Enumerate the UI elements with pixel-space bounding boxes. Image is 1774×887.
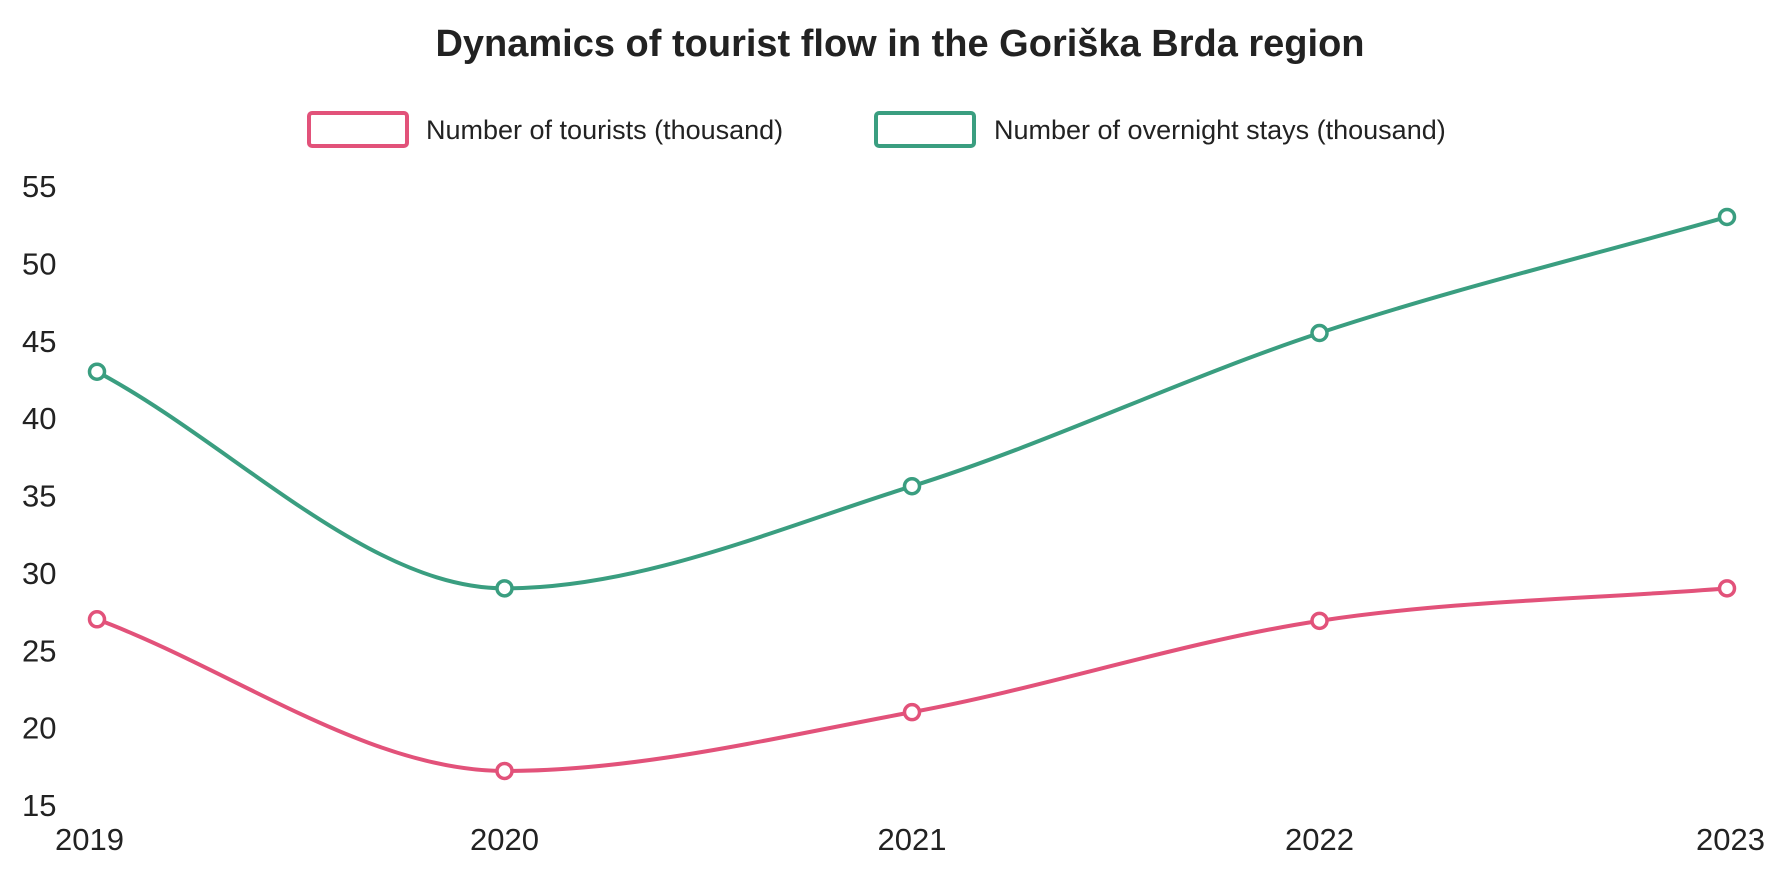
y-tick-label: 35 [22,479,56,514]
data-point-series-1 [902,702,922,722]
data-point-series-2 [87,362,107,381]
legend-label-1: Number of tourists (thousand) [426,115,783,145]
y-tick-label: 30 [22,556,56,591]
y-tick-label: 15 [22,788,56,823]
legend-label-2: Number of overnight stays (thousand) [994,115,1446,145]
y-tick-label: 25 [22,633,56,668]
x-tick-label: 2019 [55,822,124,857]
y-tick-label: 40 [22,401,56,436]
y-tick-label: 50 [22,246,56,281]
y-tick-label: 55 [22,169,56,204]
x-tick-label: 2020 [470,822,539,857]
data-point-series-1 [87,610,107,629]
data-point-series-1 [1310,611,1329,631]
data-point-series-2 [1310,323,1329,343]
x-axis-ticks: 2019 2020 2021 2022 2023 [55,822,1765,857]
series-line-1 [95,586,1729,773]
series-points [87,207,1737,781]
legend: Number of tourists (thousand) Number of o… [307,111,1446,148]
x-tick-label: 2021 [878,822,947,857]
data-point-series-1 [1717,579,1737,598]
y-tick-label: 20 [22,711,56,746]
legend-swatch-2 [874,111,976,148]
chart-title: Dynamics of tourist flow in the Goriška … [435,23,1364,65]
data-point-series-1 [495,761,514,781]
series-line-2 [95,214,1729,591]
y-tick-label: 45 [22,324,56,359]
legend-swatch-1 [307,111,409,148]
x-tick-label: 2022 [1285,822,1354,857]
x-tick-label: 2023 [1696,822,1765,857]
data-point-series-2 [1717,207,1737,227]
data-point-series-2 [902,476,922,496]
y-axis-ticks: 15 20 25 30 35 40 45 50 55 [22,169,56,823]
data-point-series-2 [495,579,514,598]
